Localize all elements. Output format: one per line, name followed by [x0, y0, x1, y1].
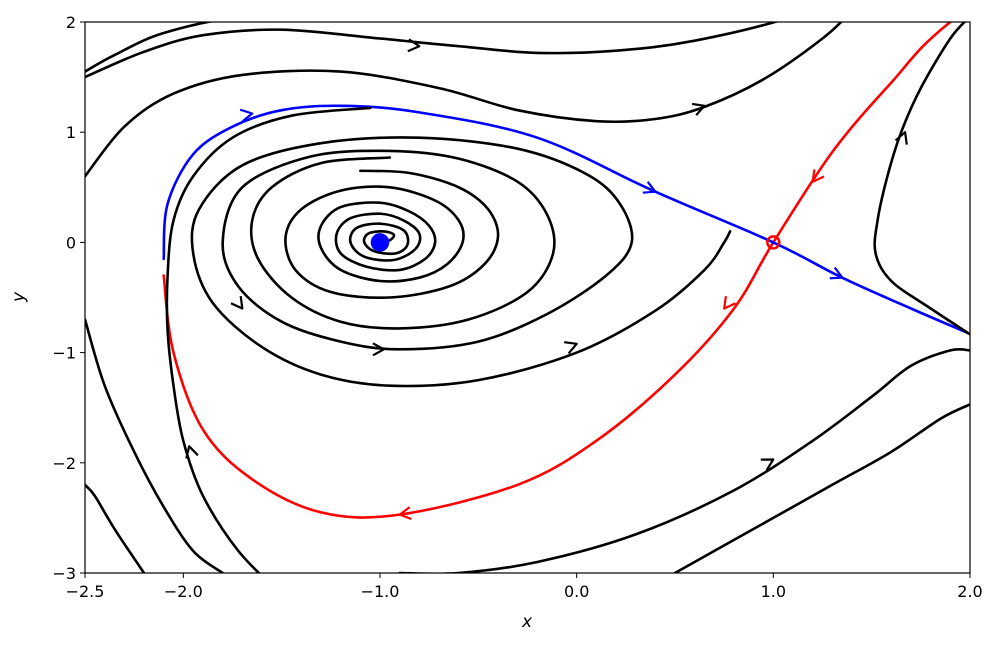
y-tick-label: 0 [66, 233, 76, 252]
streamline [162, 22, 953, 519]
flow-arrow [398, 506, 412, 521]
flow-arrow [372, 342, 385, 357]
x-tick-label: −1.0 [361, 582, 400, 601]
streamline [165, 106, 372, 573]
x-axis-ticks: −2.5 −2.0 −1.0 0.0 1.0 2.0 [66, 573, 983, 601]
streamline [190, 136, 732, 388]
streamline [284, 169, 500, 300]
streamline [85, 22, 214, 73]
plot-frame [84, 21, 971, 574]
y-tick-label: −1 [52, 344, 76, 363]
saddle-point [766, 235, 781, 250]
streamline [162, 104, 970, 336]
y-tick-label: −2 [52, 454, 76, 473]
y-tick-label: −3 [52, 564, 76, 583]
flow-arrow [239, 108, 254, 123]
x-tick-label: −2.0 [164, 582, 203, 601]
streamline [85, 22, 843, 178]
streamlines [85, 22, 970, 573]
y-tick-label: 2 [66, 13, 76, 32]
flow-arrow [642, 181, 657, 194]
flow-arrow [185, 445, 199, 459]
y-axis-label: y [9, 291, 29, 303]
x-tick-label: 0.0 [564, 582, 589, 601]
streamline [398, 347, 970, 573]
flow-arrow [691, 102, 706, 116]
flow-arrow [564, 341, 578, 355]
flow-arrow [407, 38, 421, 53]
flow-arrow [230, 295, 244, 310]
y-tick-label: 1 [66, 123, 76, 142]
x-tick-label: 2.0 [957, 582, 982, 601]
flow-arrow [811, 169, 825, 183]
fixed-points [370, 233, 781, 252]
streamline [673, 403, 970, 573]
streamline [85, 483, 146, 573]
flow-arrow [760, 458, 775, 471]
x-tick-label: −2.5 [66, 582, 105, 601]
flow-arrow [894, 131, 908, 145]
streamline [85, 318, 224, 573]
x-tick-label: 1.0 [761, 582, 786, 601]
stable-focus-point [370, 233, 390, 252]
y-axis-ticks: −3 −2 −1 0 1 2 [52, 13, 85, 583]
x-axis-label: x [521, 612, 533, 632]
streamline [873, 22, 970, 336]
flow-arrow [723, 295, 736, 310]
streamline [85, 22, 780, 79]
flow-arrow [829, 266, 844, 280]
